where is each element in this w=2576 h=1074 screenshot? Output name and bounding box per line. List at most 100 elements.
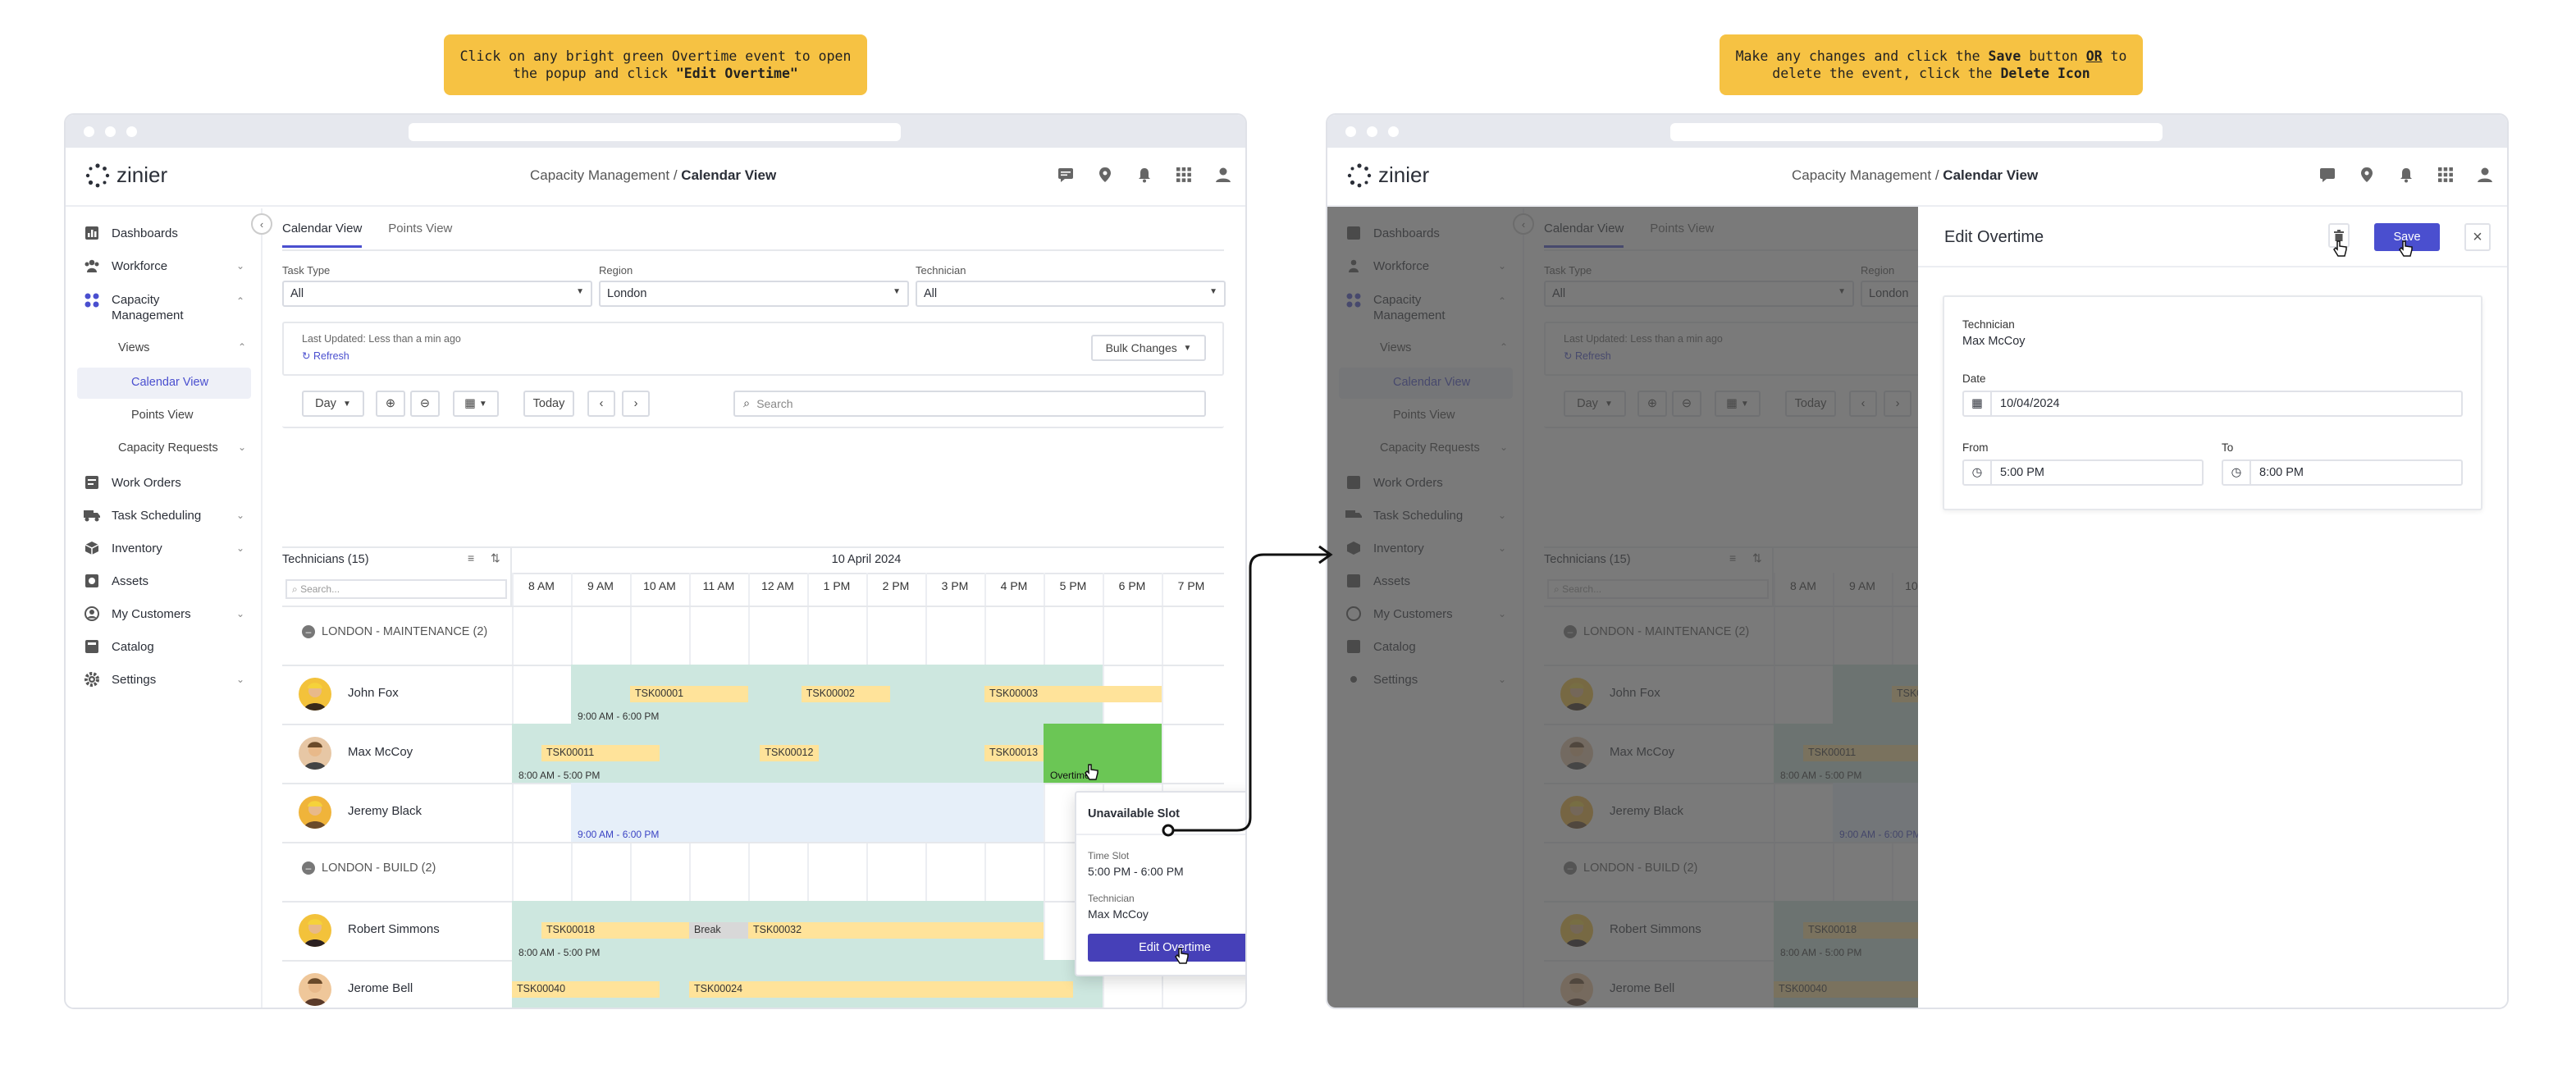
calendar-icon: ▦	[464, 397, 476, 410]
sidebar-label: Work Orders	[112, 475, 181, 490]
technician-name[interactable]: Max McCoy	[348, 745, 413, 759]
location-pin-icon[interactable]	[2356, 164, 2377, 185]
search-icon: ⌕	[743, 397, 751, 410]
zoom-out-button[interactable]: ⊖	[410, 391, 440, 417]
breadcrumb-parent[interactable]: Capacity Management	[530, 167, 670, 183]
sidebar-label: Catalog	[112, 639, 154, 654]
modal-overlay[interactable]	[1327, 207, 1918, 1008]
from-time-input[interactable]: ◷ 5:00 PM	[1962, 459, 2204, 486]
technician-name[interactable]: John Fox	[348, 686, 399, 700]
task-block[interactable]: TSK00024	[689, 981, 1073, 998]
sidebar-item-dashboards[interactable]: Dashboards	[84, 225, 244, 241]
sidebar-collapse-button[interactable]: ‹	[251, 213, 272, 235]
task-block[interactable]: TSK00003	[984, 686, 1162, 702]
sidebar-item-views[interactable]: Views ⌃	[118, 341, 246, 354]
sidebar-item-task-scheduling[interactable]: Task Scheduling ⌄	[84, 507, 244, 523]
technician-name[interactable]: Jerome Bell	[348, 981, 413, 995]
date-input[interactable]: ▦ 10/04/2024	[1962, 391, 2463, 417]
caret-down-icon: ▼	[1209, 287, 1217, 296]
hour-label: 11 AM	[702, 579, 735, 592]
overtime-event[interactable]	[1044, 724, 1162, 783]
technicians-count: Technicians (15)	[282, 553, 369, 566]
day-select[interactable]: Day ▼	[302, 391, 364, 417]
search-input[interactable]: ⌕ Search	[733, 391, 1206, 417]
sidebar-item-work-orders[interactable]: Work Orders	[84, 474, 244, 491]
note-text: to	[2102, 48, 2127, 64]
minus-circle-icon[interactable]: –	[302, 861, 315, 875]
task-block[interactable]: TSK00013	[984, 745, 1044, 761]
technician-select[interactable]: All ▼	[916, 281, 1226, 307]
divider	[512, 573, 1224, 574]
sidebar-item-my-customers[interactable]: My Customers ⌄	[84, 606, 244, 622]
bulk-changes-button[interactable]: Bulk Changes ▼	[1091, 335, 1206, 361]
sidebar-item-settings[interactable]: Settings ⌄	[84, 671, 244, 688]
task-block[interactable]: TSK00011	[541, 745, 660, 761]
address-bar[interactable]	[1670, 123, 2163, 141]
row-divider	[282, 606, 1224, 607]
technician-name[interactable]: Jeremy Black	[348, 804, 422, 818]
technician-value: Max McCoy	[1088, 907, 1149, 921]
tab-divider	[282, 249, 1224, 251]
technician-name[interactable]: Robert Simmons	[348, 922, 440, 936]
today-button[interactable]: Today	[523, 391, 574, 417]
gear-icon	[84, 671, 100, 688]
bell-icon[interactable]	[2396, 164, 2417, 185]
sidebar-item-capacity-requests[interactable]: Capacity Requests ⌄	[118, 441, 246, 455]
drawer-title: Edit Overtime	[1944, 228, 2044, 246]
window-dot	[126, 126, 137, 137]
close-button[interactable]: ×	[2464, 223, 2491, 251]
task-type-select[interactable]: All ▼	[282, 281, 592, 307]
sidebar-label: Views	[118, 341, 150, 354]
tab-calendar-view[interactable]: Calendar View	[282, 222, 363, 248]
bell-icon[interactable]	[1134, 164, 1155, 185]
toolbar: Day ▼ ⊕ ⊖ ▦ ▼ Today ‹ › ⌕ Search	[282, 379, 1224, 428]
overtime-label[interactable]: Overtime	[1050, 770, 1090, 781]
sidebar-item-catalog[interactable]: Catalog	[84, 638, 244, 655]
apps-grid-icon[interactable]	[2435, 164, 2456, 185]
task-block[interactable]: TSK00032	[748, 922, 1044, 939]
sidebar-item-workforce[interactable]: Workforce ⌄	[84, 258, 244, 274]
chat-icon[interactable]	[1055, 164, 1076, 185]
chat-icon[interactable]	[2317, 164, 2338, 185]
select-value: All	[924, 287, 938, 300]
address-bar[interactable]	[409, 123, 901, 141]
sidebar-item-inventory[interactable]: Inventory ⌄	[84, 540, 244, 556]
next-button[interactable]: ›	[622, 391, 650, 417]
sort-icon[interactable]: ⇅	[491, 551, 500, 564]
breadcrumb-parent[interactable]: Capacity Management	[1792, 167, 1932, 183]
minus-circle-icon[interactable]: –	[302, 625, 315, 638]
task-block[interactable]: TSK00012	[760, 745, 820, 761]
region-select[interactable]: London ▼	[599, 281, 909, 307]
to-time-input[interactable]: ◷ 8:00 PM	[2222, 459, 2463, 486]
apps-grid-icon[interactable]	[1173, 164, 1194, 185]
grid-line	[1103, 573, 1104, 1008]
tab-points-view[interactable]: Points View	[388, 222, 453, 235]
group-header[interactable]: –LONDON - BUILD (2)	[302, 861, 436, 875]
clock-icon: ◷	[1964, 461, 1992, 484]
edit-overtime-button[interactable]: Edit Overtime	[1088, 934, 1245, 962]
user-profile-icon[interactable]	[1213, 164, 1234, 185]
sidebar-item-points-view[interactable]: Points View	[131, 409, 194, 422]
zoom-in-button[interactable]: ⊕	[376, 391, 405, 417]
location-pin-icon[interactable]	[1094, 164, 1116, 185]
refresh-link[interactable]: ↻ Refresh	[302, 350, 349, 362]
technician-search-input[interactable]: ⌕ Search...	[285, 579, 507, 599]
sidebar-item-calendar-view[interactable]: Calendar View	[131, 376, 208, 389]
logo[interactable]: zinier	[85, 162, 167, 188]
previous-button[interactable]: ‹	[587, 391, 615, 417]
logo[interactable]: zinier	[1347, 162, 1429, 188]
user-profile-icon[interactable]	[2474, 164, 2496, 185]
calendar-picker-button[interactable]: ▦ ▼	[453, 391, 499, 417]
sidebar-item-assets[interactable]: Assets	[84, 573, 244, 589]
filter-icon[interactable]: ≡	[468, 551, 475, 564]
hand-cursor-icon	[1085, 763, 1099, 785]
task-block[interactable]: TSK00040	[512, 981, 660, 998]
unavailable-slot-popup: Unavailable Slot × Time Slot 5:00 PM - 6…	[1075, 791, 1245, 976]
task-block[interactable]: TSK00018	[541, 922, 689, 939]
task-block[interactable]: TSK00002	[801, 686, 890, 702]
task-block[interactable]: TSK00001	[630, 686, 748, 702]
hour-label: 9 AM	[587, 579, 614, 592]
group-header[interactable]: –LONDON - MAINTENANCE (2)	[302, 625, 487, 638]
